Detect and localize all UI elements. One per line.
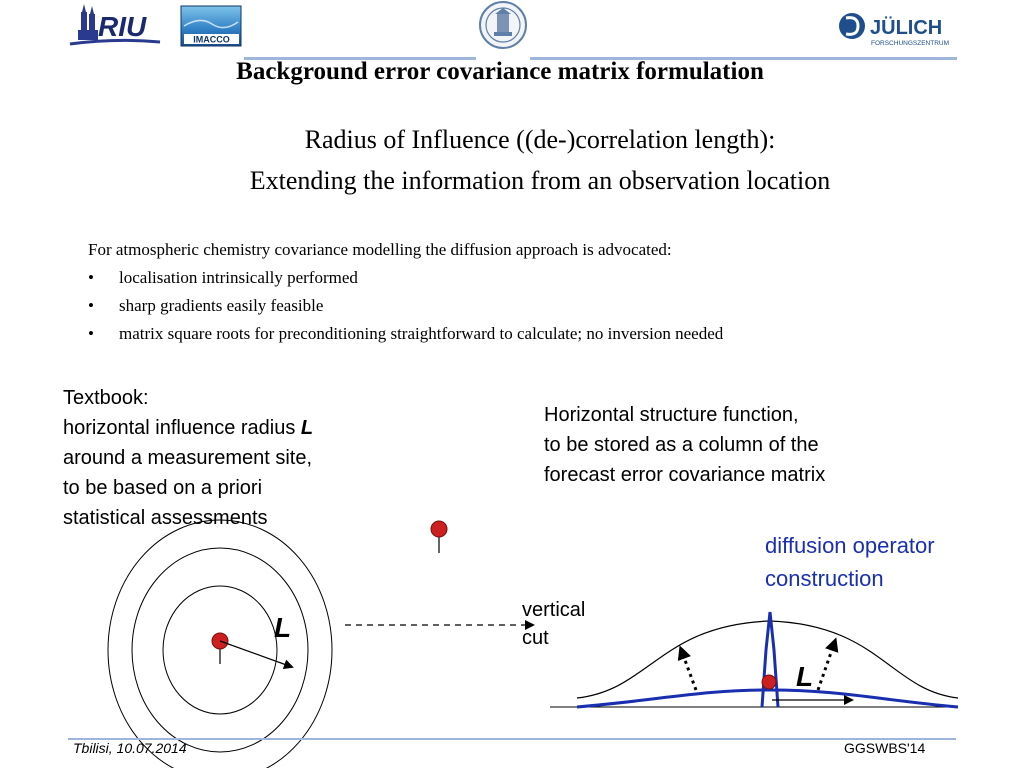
bullet-item: • sharp gradients easily feasible bbox=[88, 294, 723, 322]
textbook-line: horizontal influence radius L bbox=[63, 413, 423, 443]
bullet-text: sharp gradients easily feasible bbox=[119, 296, 324, 315]
observation-marker bbox=[430, 520, 448, 538]
riu-logo: RIU bbox=[68, 4, 164, 48]
dotted-arrow-left bbox=[677, 645, 698, 691]
observation-marker-right bbox=[761, 674, 777, 690]
footer-conference: GGSWBS'14 bbox=[844, 740, 926, 756]
footer-rule bbox=[68, 727, 956, 740]
intro-text: For atmospheric chemistry covariance mod… bbox=[88, 240, 672, 259]
footer-location-date: Tbilisi, 10.07.2014 bbox=[73, 740, 187, 756]
textbook-line: statistical assessments bbox=[63, 507, 268, 529]
slide-title: Background error covariance matrix formu… bbox=[236, 58, 764, 85]
cathedral-icon bbox=[78, 4, 98, 40]
textbook-block: Textbook: horizontal influence radius L … bbox=[63, 383, 423, 533]
header-rule bbox=[244, 47, 957, 60]
vertical-cut-label: vertical cut bbox=[522, 596, 622, 652]
horizontal-structure-block: Horizontal structure function, to be sto… bbox=[544, 400, 944, 490]
vertical-cut-line: cut bbox=[522, 627, 549, 649]
influence-ellipse-outer bbox=[107, 519, 333, 768]
julich-logo-subtext: FORSCHUNGSZENTRUM bbox=[871, 40, 949, 47]
riu-logo-text: RIU bbox=[98, 11, 147, 42]
diffusion-curve bbox=[576, 688, 959, 709]
influence-ellipse-inner bbox=[162, 585, 278, 715]
julich-logo-text: JÜLICH bbox=[870, 16, 942, 39]
influence-ellipse-middle bbox=[131, 547, 309, 753]
bullet-text: localisation intrinsically performed bbox=[119, 268, 358, 287]
l-label-right: L bbox=[796, 661, 813, 692]
vertical-cut-line: vertical bbox=[522, 599, 586, 621]
textbook-line: around a measurement site, bbox=[63, 447, 313, 469]
textbook-line-text: horizontal influence radius bbox=[63, 417, 301, 439]
spike-curve bbox=[760, 611, 780, 708]
julich-logo: JÜLICH FORSCHUNGSZENTRUM bbox=[838, 8, 958, 52]
university-seal-icon bbox=[478, 0, 528, 50]
subtitle-line-2: Extending the information from an observ… bbox=[249, 166, 831, 195]
bullet-list: • localisation intrinsically performed • s… bbox=[88, 266, 723, 350]
horizontal-structure-line: Horizontal structure function, bbox=[544, 404, 799, 426]
diffusion-operator-label: diffusion operator construction bbox=[765, 529, 1005, 595]
subtitle-line-1: Radius of Influence ((de-)correlation le… bbox=[304, 125, 776, 154]
bullet-item: • localisation intrinsically performed bbox=[88, 266, 723, 294]
diffusion-line: construction bbox=[765, 566, 884, 591]
horizontal-structure-line: forecast error covariance matrix bbox=[544, 464, 826, 486]
textbook-l-symbol: L bbox=[300, 417, 314, 439]
bullet-dot: • bbox=[88, 268, 94, 287]
diffusion-line: diffusion operator bbox=[765, 533, 935, 558]
imacco-logo: IMACCO bbox=[180, 4, 243, 48]
bullet-dot: • bbox=[88, 296, 94, 315]
julich-swirl-icon bbox=[839, 13, 865, 39]
bullet-item: • matrix square roots for preconditioning… bbox=[88, 322, 723, 350]
imacco-logo-text: IMACCO bbox=[193, 35, 230, 45]
radius-arrow bbox=[219, 640, 294, 669]
dotted-arrow-right bbox=[816, 637, 839, 691]
horizontal-structure-line: to be stored as a column of the bbox=[544, 434, 819, 456]
textbook-line: to be based on a priori bbox=[63, 477, 263, 499]
l-label-left: L bbox=[274, 612, 291, 643]
bullet-dot: • bbox=[88, 324, 94, 343]
textbook-line: Textbook: bbox=[63, 387, 149, 409]
bullet-text: matrix square roots for preconditioning … bbox=[119, 324, 724, 343]
